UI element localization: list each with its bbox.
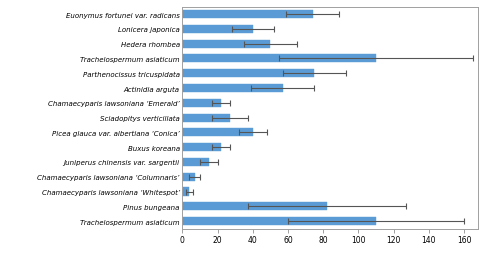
Bar	[182, 114, 230, 122]
Bar	[182, 99, 221, 107]
Bar	[182, 173, 195, 181]
Bar	[182, 85, 283, 93]
Bar	[182, 70, 315, 78]
Bar	[182, 11, 313, 19]
Bar	[182, 26, 253, 34]
Bar	[182, 158, 209, 166]
Bar	[182, 188, 189, 196]
Bar	[182, 129, 253, 137]
Bar	[182, 217, 376, 225]
Bar	[182, 144, 221, 152]
Bar	[182, 40, 271, 49]
Bar	[182, 55, 376, 63]
Bar	[182, 202, 327, 211]
